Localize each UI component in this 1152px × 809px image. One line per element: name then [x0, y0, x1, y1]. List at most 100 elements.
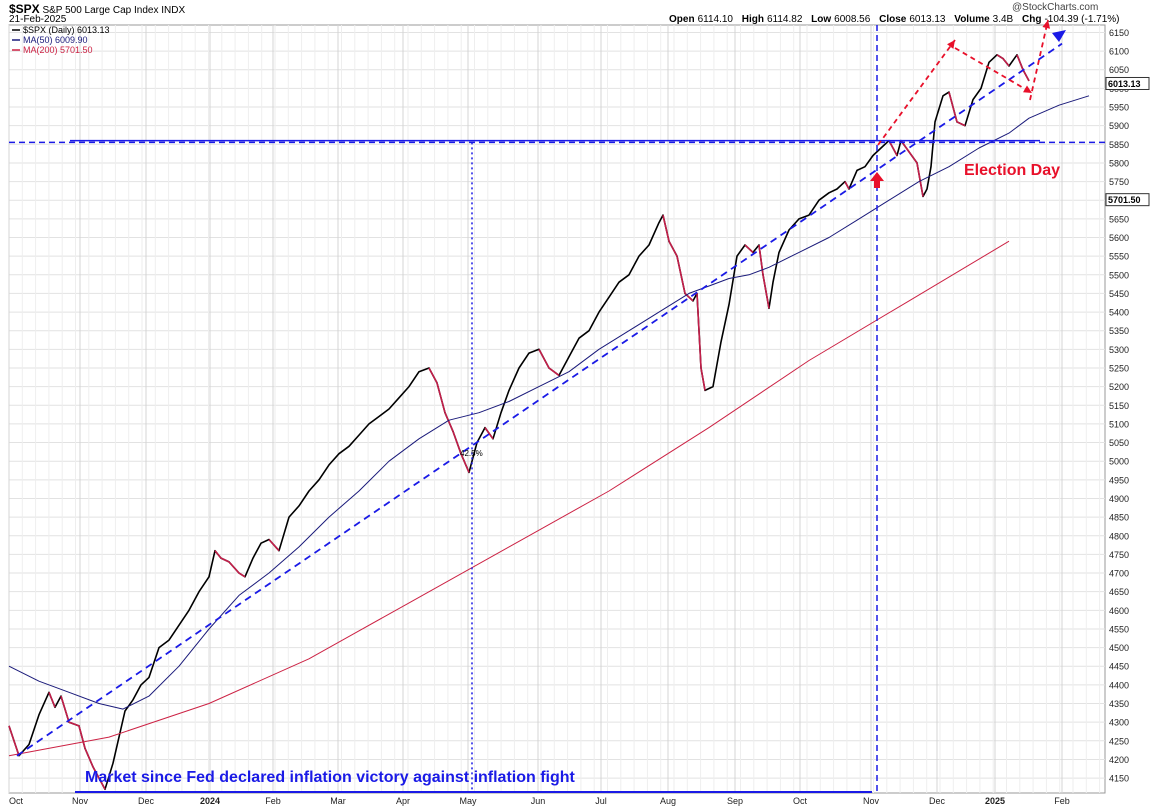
- caption-label: Market since Fed declared inflation vict…: [85, 769, 576, 786]
- y-tick-label: 5550: [1109, 252, 1129, 262]
- trend-arrowhead: [1052, 30, 1066, 42]
- x-tick-label: Dec: [929, 796, 946, 806]
- y-tick-label: 5750: [1109, 177, 1129, 187]
- red-arrow-down-head: [1023, 85, 1032, 93]
- y-tick-label: 4300: [1109, 718, 1129, 728]
- down-move-segment: [548, 367, 560, 377]
- chart-title: $SPX S&P 500 Large Cap Index INDX: [9, 2, 185, 16]
- down-move-segment: [8, 725, 20, 756]
- x-tick-label: Aug: [660, 796, 676, 806]
- index-name: S&P 500 Large Cap Index: [42, 5, 159, 16]
- down-move-segment: [452, 431, 462, 455]
- y-tick-label: 5050: [1109, 438, 1129, 448]
- y-tick-label: 5000: [1109, 457, 1129, 467]
- open-label: Open: [669, 14, 695, 25]
- down-move-segment: [214, 550, 222, 559]
- x-tick-label: 2025: [985, 796, 1005, 806]
- down-move-segment: [844, 181, 850, 190]
- y-tick-label: 5300: [1109, 345, 1129, 355]
- y-tick-label: 5200: [1109, 382, 1129, 392]
- y-tick-label: 4200: [1109, 755, 1129, 765]
- down-move-segment: [228, 561, 240, 574]
- legend-label: $SPX (Daily) 6013.13: [23, 25, 110, 35]
- legend-label: MA(50) 6009.90: [23, 35, 88, 45]
- down-move-segment: [460, 453, 470, 473]
- down-move-segment: [238, 572, 246, 578]
- election-marker-icon: [870, 172, 884, 188]
- legend-label: MA(200) 5701.50: [23, 45, 93, 55]
- x-tick-label: Oct: [793, 796, 808, 806]
- down-move-segment: [1022, 69, 1030, 82]
- down-move-segment: [696, 293, 702, 369]
- ohlc-readout: Open 6114.10 High 6114.82 Low 6008.56 Close…: [669, 14, 1126, 25]
- down-move-segment: [948, 91, 958, 123]
- y-tick-label: 5150: [1109, 401, 1129, 411]
- red-arrow-up-1-head: [947, 40, 955, 49]
- down-move-segment: [908, 151, 918, 164]
- y-tick-label: 5500: [1109, 270, 1129, 280]
- election-day-label: Election Day: [964, 162, 1060, 179]
- volume-value: 3.4B: [992, 14, 1014, 25]
- y-tick-label: 4600: [1109, 606, 1129, 616]
- x-tick-label: Jul: [595, 796, 607, 806]
- down-move-segment: [668, 240, 678, 257]
- x-tick-label: Oct: [9, 796, 24, 806]
- y-tick-label: 5600: [1109, 233, 1129, 243]
- down-move-segment: [428, 367, 438, 384]
- down-move-segment: [744, 244, 754, 254]
- y-tick-label: 4350: [1109, 699, 1129, 709]
- x-tick-label: Sep: [727, 796, 743, 806]
- down-move-segment: [436, 382, 446, 413]
- x-tick-label: Apr: [396, 796, 410, 806]
- down-move-segment: [60, 695, 70, 723]
- close-value: 6013.13: [909, 14, 946, 25]
- y-tick-label: 5650: [1109, 214, 1129, 224]
- x-tick-label: Feb: [265, 796, 281, 806]
- y-tick-label: 4750: [1109, 550, 1129, 560]
- down-move-segment: [700, 367, 706, 391]
- y-tick-label: 5450: [1109, 289, 1129, 299]
- y-tick-label: 4850: [1109, 513, 1129, 523]
- close-price-tag-box: [1105, 76, 1150, 90]
- close-price-tag: 6013.13: [1108, 79, 1141, 89]
- down-move-segment: [220, 557, 230, 563]
- down-move-segment: [68, 721, 80, 727]
- y-tick-label: 6050: [1109, 65, 1129, 75]
- low-label: Low: [811, 14, 832, 25]
- y-tick-label: 5800: [1109, 158, 1129, 168]
- close-label: Close: [879, 14, 907, 25]
- y-tick-label: 5350: [1109, 326, 1129, 336]
- series-line-ma50: [8, 95, 1090, 710]
- plot-area: [8, 24, 1106, 794]
- exchange: INDX: [161, 5, 186, 16]
- y-tick-label: 6100: [1109, 47, 1129, 57]
- chg-value: -104.39 (-1.71%): [1044, 14, 1120, 25]
- ma200-price-tag-box: [1105, 193, 1150, 207]
- volume-label: Volume: [954, 14, 990, 25]
- down-move-segment: [78, 725, 86, 749]
- x-tick-label: Feb: [1054, 796, 1070, 806]
- down-move-segment: [92, 766, 106, 790]
- y-tick-label: 4400: [1109, 680, 1129, 690]
- y-tick-label: 4150: [1109, 774, 1129, 784]
- y-tick-label: 4950: [1109, 475, 1129, 485]
- red-arrow-up-2: [1029, 19, 1049, 101]
- y-tick-label: 5850: [1109, 140, 1129, 150]
- red-arrow-up-1: [877, 39, 956, 146]
- down-move-segment: [1016, 54, 1024, 71]
- down-move-segment: [538, 348, 550, 369]
- down-move-segment: [1002, 58, 1010, 67]
- down-move-segment: [444, 412, 454, 432]
- x-tick-label: May: [459, 796, 477, 806]
- x-tick-label: Dec: [138, 796, 155, 806]
- chg-label: Chg: [1022, 14, 1042, 25]
- open-value: 6114.10: [697, 14, 733, 25]
- y-tick-label: 4450: [1109, 662, 1129, 672]
- credit-text: @StockCharts.com: [1012, 2, 1099, 13]
- y-tick-label: 4900: [1109, 494, 1129, 504]
- y-tick-label: 5400: [1109, 308, 1129, 318]
- y-tick-label: 6150: [1109, 28, 1129, 38]
- x-tick-label: Mar: [330, 796, 346, 806]
- high-value: 6114.82: [766, 14, 803, 25]
